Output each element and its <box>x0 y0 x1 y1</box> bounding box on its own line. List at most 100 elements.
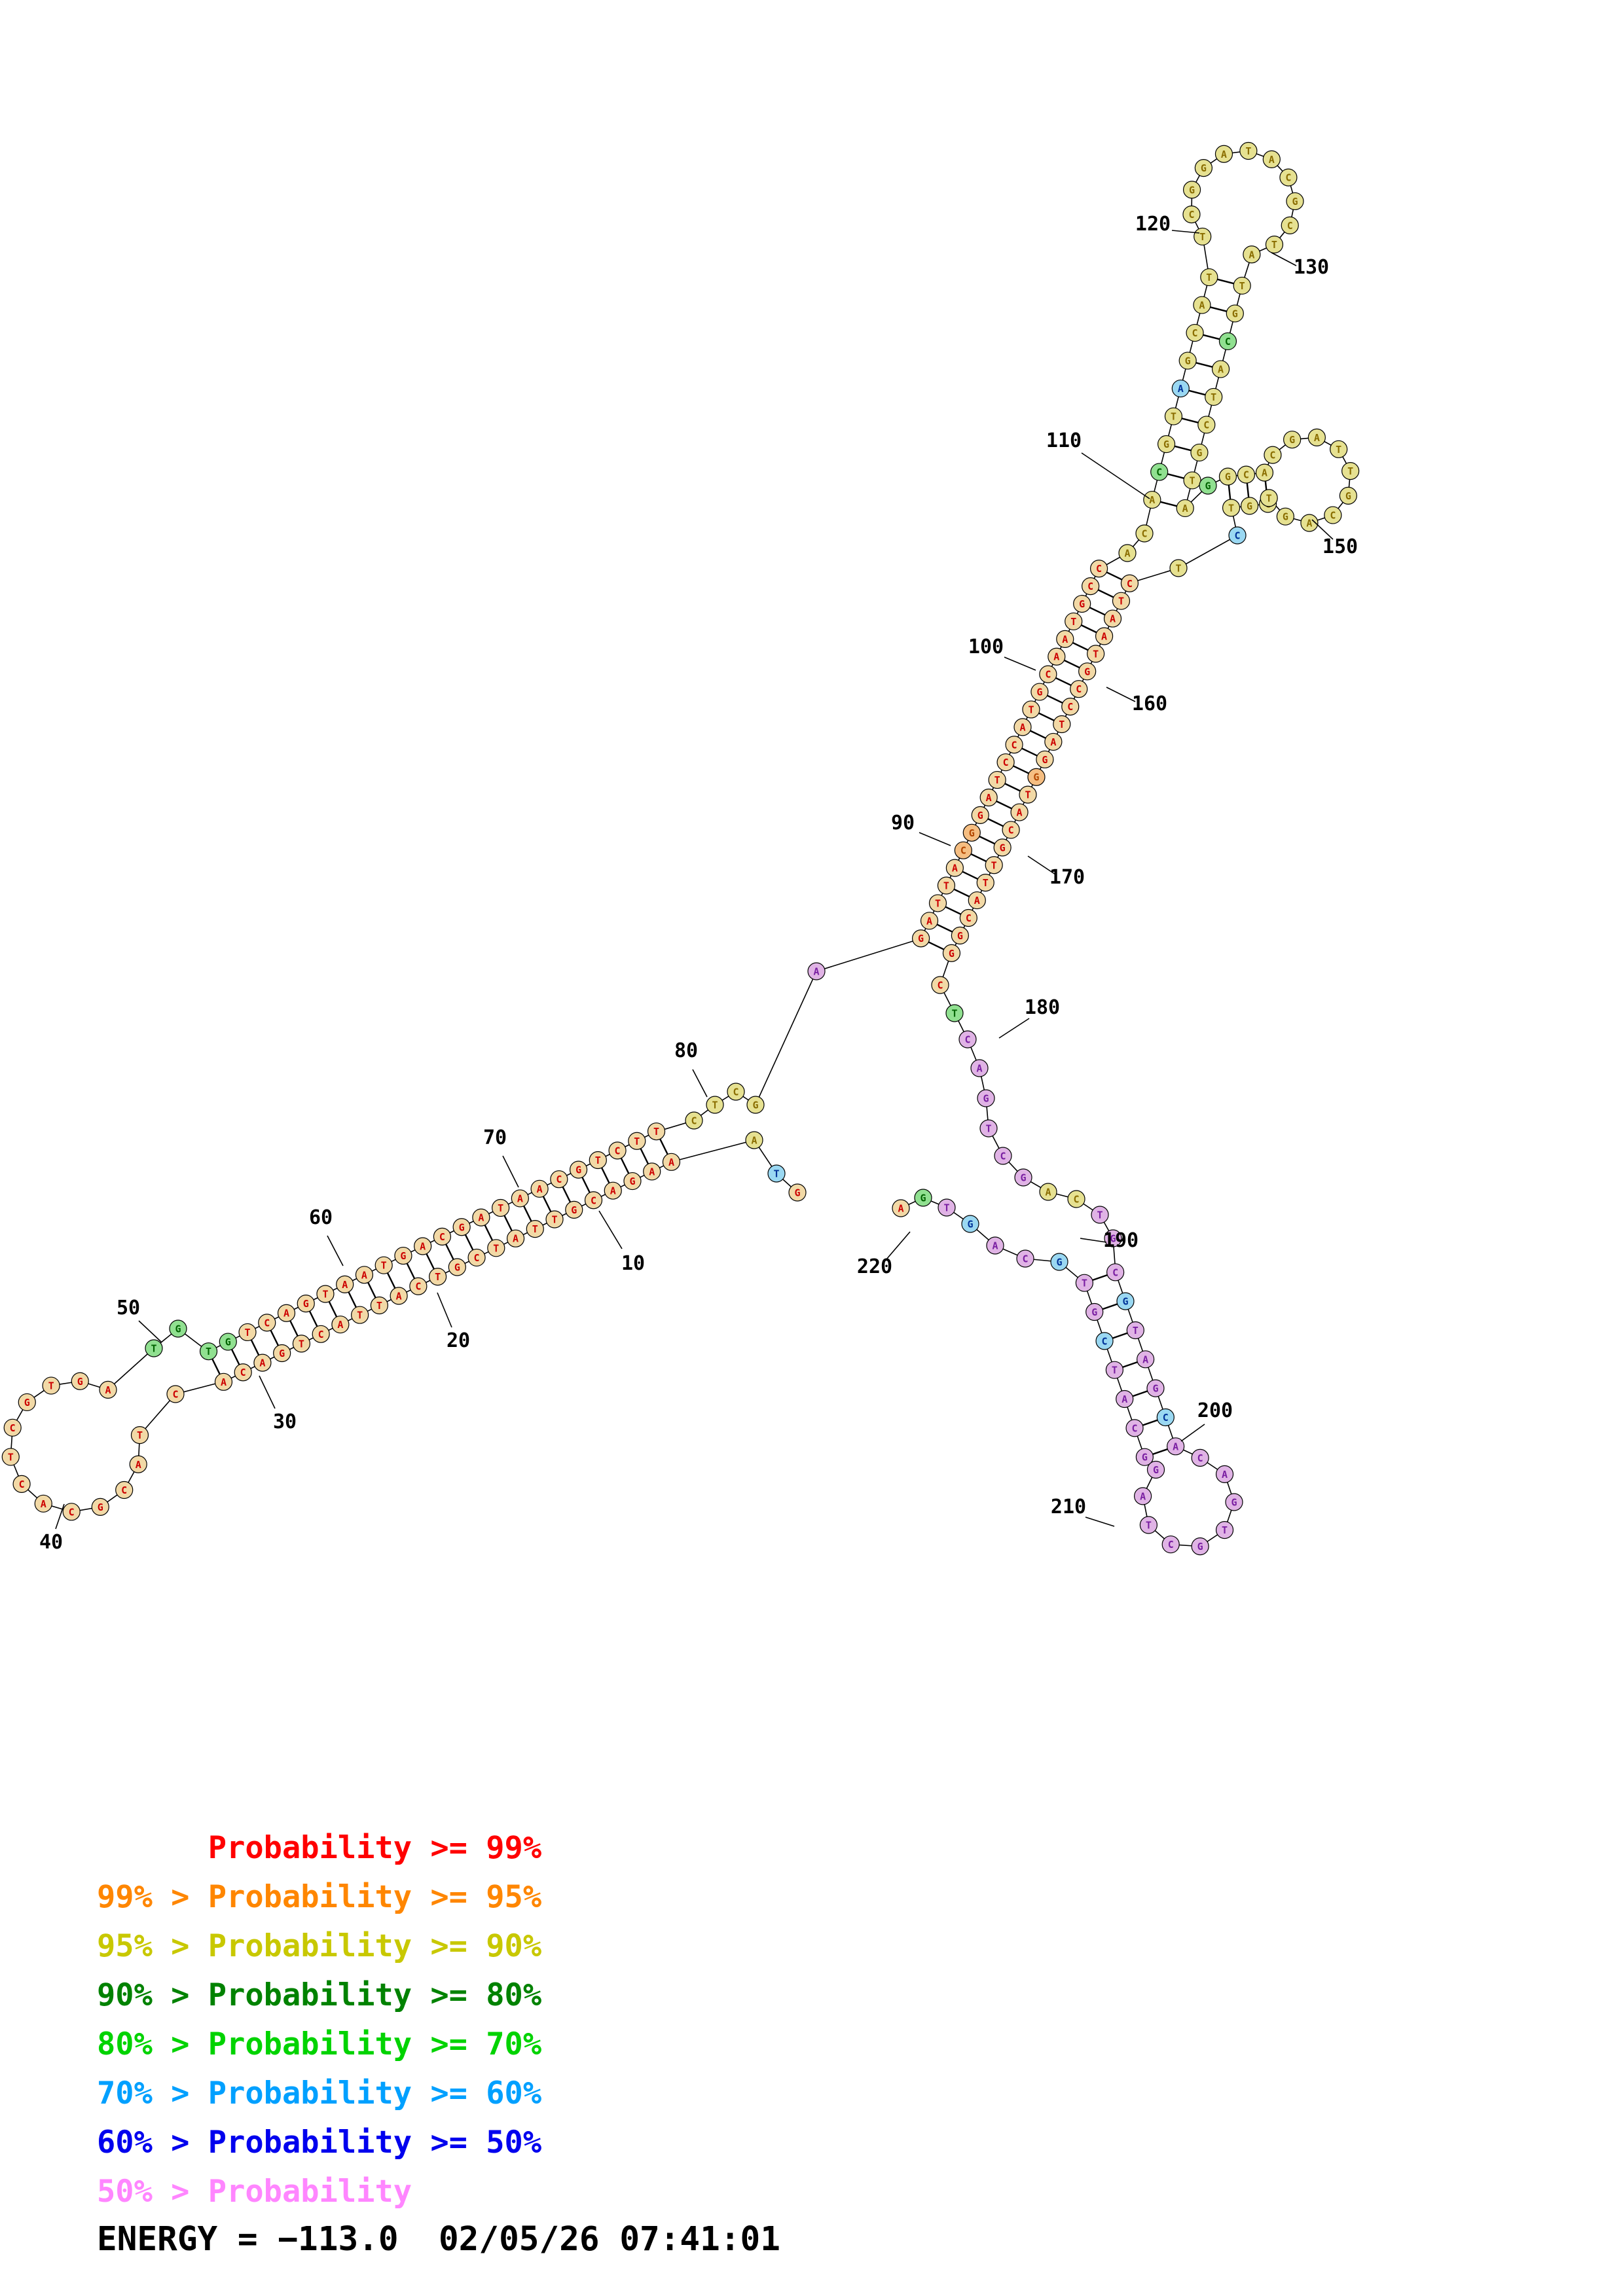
nucleotide: T <box>1053 715 1071 734</box>
svg-text:C: C <box>1156 467 1162 478</box>
nucleotide: T <box>1222 499 1241 517</box>
nucleotide: T <box>1260 489 1278 507</box>
nucleotide: T <box>767 1164 786 1183</box>
svg-text:A: A <box>1222 1469 1228 1480</box>
nucleotide: A <box>506 1229 525 1247</box>
svg-text:G: G <box>1000 842 1006 853</box>
nucleotide: G <box>1182 181 1201 199</box>
svg-text:G: G <box>1225 471 1231 483</box>
nucleotide: T <box>1200 268 1218 287</box>
nucleotide: A <box>1048 647 1066 666</box>
svg-text:G: G <box>949 948 955 960</box>
nucleotide: G <box>273 1344 291 1363</box>
svg-text:A: A <box>420 1240 426 1252</box>
svg-text:G: G <box>459 1221 465 1233</box>
nucleotide: A <box>945 859 964 877</box>
nucleotide: C <box>1039 665 1057 683</box>
svg-text:C: C <box>1112 1266 1118 1278</box>
nucleotide: T <box>1215 1521 1234 1539</box>
svg-text:C: C <box>1287 220 1293 232</box>
svg-text:C: C <box>69 1506 75 1518</box>
svg-text:G: G <box>1345 490 1351 502</box>
svg-text:C: C <box>1285 172 1291 184</box>
nucleotide: T <box>1265 236 1284 254</box>
nucleotide: T <box>1091 1206 1109 1224</box>
svg-text:A: A <box>1182 503 1188 514</box>
svg-text:G: G <box>1231 1497 1237 1509</box>
svg-text:A: A <box>537 1183 543 1195</box>
nucleotide: C <box>115 1480 134 1499</box>
nucleotide: A <box>745 1131 763 1149</box>
nucleotide: C <box>1218 332 1237 351</box>
svg-text:A: A <box>1019 721 1025 733</box>
svg-text:T: T <box>951 1008 957 1020</box>
nucleotide: T <box>130 1426 149 1444</box>
svg-text:A: A <box>1122 1393 1127 1405</box>
nucleotide: T <box>938 1198 956 1217</box>
nucleotide: C <box>1150 463 1169 481</box>
svg-text:C: C <box>1102 1335 1108 1347</box>
svg-text:A: A <box>1314 432 1320 444</box>
svg-text:T: T <box>151 1343 156 1355</box>
position-label: 110 <box>1046 429 1082 452</box>
svg-text:T: T <box>1211 391 1216 403</box>
nucleotide: A <box>1137 1350 1155 1369</box>
nucleotide: G <box>1240 497 1259 515</box>
svg-text:C: C <box>556 1174 562 1185</box>
svg-text:G: G <box>1185 355 1191 367</box>
svg-text:T: T <box>712 1100 718 1111</box>
svg-text:T: T <box>634 1136 640 1147</box>
svg-text:A: A <box>136 1459 141 1471</box>
svg-text:A: A <box>342 1279 348 1291</box>
nucleotide: G <box>565 1200 583 1219</box>
position-label: 90 <box>891 812 915 834</box>
nucleotide: G <box>448 1258 466 1276</box>
legend-row-p60: 70% > Probability >= 60% <box>97 2075 542 2111</box>
svg-text:G: G <box>1196 447 1202 459</box>
nucleotide: C <box>1161 1535 1180 1554</box>
position-label: 200 <box>1197 1399 1233 1422</box>
position-label: 40 <box>39 1531 63 1554</box>
nucleotide: G <box>1194 159 1213 177</box>
nucleotide: C <box>1135 524 1154 543</box>
nucleotide: A <box>807 962 826 980</box>
svg-text:C: C <box>960 845 966 857</box>
svg-text:A: A <box>649 1166 655 1177</box>
nucleotide: A <box>1095 627 1114 645</box>
nucleotide: T <box>1105 1361 1123 1379</box>
svg-text:G: G <box>1205 480 1211 492</box>
svg-text:A: A <box>259 1357 265 1369</box>
svg-text:T: T <box>1025 789 1030 801</box>
svg-text:A: A <box>1101 630 1107 642</box>
nucleotide: A <box>1171 379 1190 398</box>
svg-text:G: G <box>1079 598 1085 610</box>
svg-text:G: G <box>1042 754 1048 766</box>
svg-text:T: T <box>943 880 949 892</box>
nucleotide: C <box>409 1277 428 1295</box>
svg-text:T: T <box>532 1223 538 1235</box>
svg-text:A: A <box>283 1308 289 1319</box>
legend-row-p95: 99% > Probability >= 95% <box>97 1879 542 1915</box>
nucleotide: A <box>968 891 986 910</box>
svg-text:A: A <box>1140 1490 1146 1502</box>
svg-text:A: A <box>610 1185 616 1197</box>
nucleotide: C <box>1281 216 1299 234</box>
nucleotide: G <box>394 1246 412 1265</box>
nucleotide: G <box>91 1498 109 1516</box>
svg-text:G: G <box>1197 1541 1203 1552</box>
svg-text:C: C <box>1141 528 1147 540</box>
nucleotide: G <box>569 1160 588 1179</box>
nucleotide: G <box>914 1189 932 1207</box>
svg-text:T: T <box>1175 563 1181 575</box>
svg-text:G: G <box>77 1376 83 1388</box>
nucleotide: T <box>1139 1516 1158 1534</box>
svg-text:T: T <box>376 1300 382 1312</box>
nucleotide: G <box>1135 1448 1154 1466</box>
nucleotide: A <box>604 1181 622 1200</box>
nucleotide: C <box>433 1227 452 1246</box>
nucleotide: C <box>685 1111 703 1130</box>
svg-text:A: A <box>1110 613 1116 625</box>
nucleotide: C <box>958 1030 977 1049</box>
svg-text:T: T <box>1347 465 1353 477</box>
